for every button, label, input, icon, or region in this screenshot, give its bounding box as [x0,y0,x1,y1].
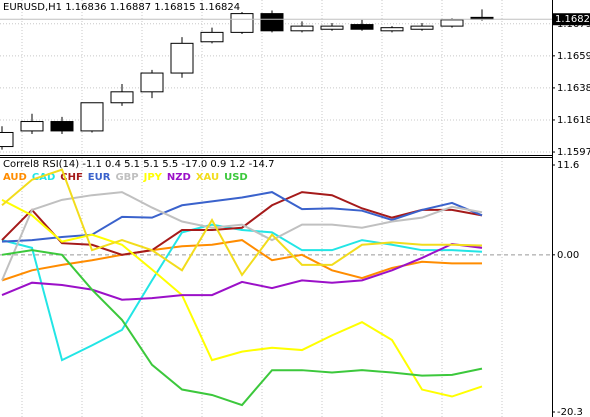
candle-body [200,31,224,43]
candle-body [50,121,74,132]
candle-body [140,72,164,93]
indicator-title: Correl8 RSI(14) -1.1 0.4 5.1 5.1 5.5 -17… [3,159,274,170]
candle-body [170,42,194,74]
legend-entry: CHF [60,172,83,183]
candle-body [290,25,314,32]
candle-body [110,91,134,104]
y-tick-label: 1.15975 [557,147,590,158]
candle-body [230,13,254,33]
legend-entry: JPY [143,172,163,183]
candle-body [380,27,404,32]
candle-body [440,19,464,27]
y-tick-label: 11.6 [557,160,579,171]
y-tick-label: 1.16180 [557,115,590,126]
chart-title: EURUSD,H1 1.16836 1.16887 1.16815 1.1682… [3,2,240,13]
candle-body [0,131,14,148]
candle-body [320,25,344,30]
candle-body [80,102,104,132]
series-line [1,168,483,277]
current-price-box [553,13,590,26]
candle-body [260,13,284,32]
legend-entry: AUD [3,172,27,183]
series-line [1,191,483,281]
series-line [1,198,483,398]
y-tick-label: 0.00 [557,250,579,261]
series-line [1,249,483,407]
series-line [1,242,483,301]
legend-entry: NZD [167,172,191,183]
candle-body [350,24,374,30]
y-tick-label: 1.16590 [557,51,590,62]
legend-entry: XAU [196,172,219,183]
current-price-label: 1.16824 [555,14,590,25]
candle-body [20,121,44,132]
y-tick-label: -20.3 [557,407,583,417]
legend-entry: USD [224,172,248,183]
legend-entry: CAD [32,172,55,183]
series-line [1,191,483,243]
series-line [1,191,483,256]
legend-entry: EUR [88,172,111,183]
series-line [1,223,483,362]
legend-entry: GBP [115,172,138,183]
y-tick-label: 1.16385 [557,83,590,94]
candle-body [410,25,434,30]
